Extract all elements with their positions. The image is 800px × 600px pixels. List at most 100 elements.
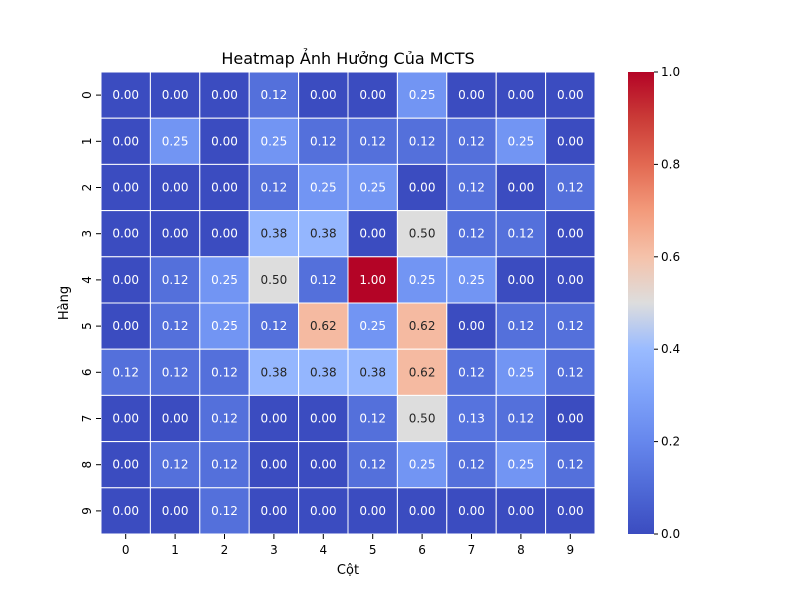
heatmap-cell (298, 487, 349, 535)
heatmap-cell (446, 71, 497, 119)
cell-value-label: 0.12 (359, 458, 386, 472)
cell-value-label: 0.00 (261, 458, 288, 472)
heatmap-cell (545, 441, 596, 489)
cell-value-label: 0.25 (409, 88, 436, 102)
heatmap-cell (495, 441, 547, 489)
cell-value-label: 0.25 (508, 134, 535, 148)
heatmap-cell (495, 256, 547, 304)
cell-value-label: 0.00 (458, 88, 485, 102)
heatmap-cell (347, 302, 398, 350)
x-tick-label: 3 (270, 543, 278, 557)
cell-value-label: 0.00 (211, 181, 238, 195)
heatmap-cell (446, 394, 497, 443)
cell-value-label: 0.00 (112, 227, 139, 241)
cell-value-label: 0.00 (557, 88, 584, 102)
y-tick-label: 3 (80, 230, 94, 238)
cell-value-label: 0.25 (508, 458, 535, 472)
heatmap-cell (446, 348, 497, 396)
heatmap-cell (396, 394, 448, 443)
heatmap-cell (545, 163, 596, 212)
cell-value-label: 0.25 (162, 134, 189, 148)
y-tick-label: 9 (80, 507, 94, 515)
y-axis-label: Hàng (57, 286, 72, 320)
cell-value-label: 0.00 (112, 88, 139, 102)
cell-value-label: 0.00 (508, 181, 535, 195)
heatmap-cell (545, 487, 596, 535)
heatmap-cell (199, 71, 250, 119)
cell-value-label: 0.25 (458, 273, 485, 287)
cell-value-label: 0.12 (310, 134, 337, 148)
cell-value-label: 0.25 (409, 458, 436, 472)
cell-value-label: 0.25 (508, 365, 535, 379)
colorbar-tick-label: 0.4 (661, 342, 680, 356)
y-tick-label: 7 (80, 415, 94, 423)
cell-value-label: 0.00 (112, 181, 139, 195)
cell-value-label: 0.62 (310, 319, 337, 333)
heatmap-cell (495, 348, 547, 396)
cell-value-label: 0.25 (359, 181, 386, 195)
cell-value-label: 0.12 (162, 319, 189, 333)
heatmap-cell (100, 163, 151, 212)
cell-value-label: 0.12 (162, 458, 189, 472)
heatmap-cell (396, 348, 448, 396)
heatmap-cell (248, 117, 300, 165)
heatmap-cell (347, 394, 398, 443)
heatmap-cell (446, 441, 497, 489)
cell-value-label: 0.12 (458, 365, 485, 379)
cell-value-label: 0.00 (211, 227, 238, 241)
cell-value-label: 0.25 (310, 181, 337, 195)
chart-title: Heatmap Ảnh Hưởng Của MCTS (221, 48, 474, 68)
heatmap-cell (248, 302, 300, 350)
cell-value-label: 0.00 (458, 319, 485, 333)
heatmap-cell (396, 256, 448, 304)
cell-value-label: 0.25 (359, 319, 386, 333)
cell-value-label: 0.50 (261, 273, 288, 287)
cell-value-label: 0.00 (508, 504, 535, 518)
heatmap-cell (396, 117, 448, 165)
cell-value-label: 0.00 (211, 134, 238, 148)
colorbar-ticks: 0.0 0.2 0.4 0.6 0.8 1.0 (654, 65, 680, 541)
heatmap-cell (545, 256, 596, 304)
cell-value-label: 0.00 (162, 181, 189, 195)
cell-value-label: 0.38 (261, 365, 288, 379)
cell-value-label: 0.12 (458, 134, 485, 148)
heatmap-cell (545, 117, 596, 165)
cell-value-label: 0.12 (261, 319, 288, 333)
cell-value-label: 0.38 (310, 227, 337, 241)
heatmap-cell (396, 163, 448, 212)
x-tick-label: 1 (171, 543, 179, 557)
cell-value-label: 0.50 (409, 227, 436, 241)
x-axis-label: Cột (337, 563, 359, 578)
heatmap-cell (347, 71, 398, 119)
heatmap-cell (199, 163, 250, 212)
y-tick-label: 5 (80, 322, 94, 330)
heatmap-cell (545, 210, 596, 258)
heatmap-cell (545, 394, 596, 443)
heatmap-cell (100, 210, 151, 258)
heatmap-cell (199, 302, 250, 350)
cell-value-label: 0.12 (112, 365, 139, 379)
cell-value-label: 0.00 (310, 412, 337, 426)
heatmap-cell (298, 302, 349, 350)
cell-value-label: 0.12 (508, 319, 535, 333)
cell-value-label: 0.00 (359, 227, 386, 241)
heatmap-cell (495, 487, 547, 535)
cell-value-label: 0.12 (409, 134, 436, 148)
heatmap-cell (149, 394, 201, 443)
heatmap-cell (199, 441, 250, 489)
heatmap-cell (347, 256, 398, 304)
heatmap-cell (495, 394, 547, 443)
heatmap-cell (495, 210, 547, 258)
heatmap-cell (149, 71, 201, 119)
cell-value-label: 0.62 (409, 319, 436, 333)
heatmap-cell (545, 71, 596, 119)
x-tick-label: 5 (369, 543, 377, 557)
cell-value-label: 0.00 (508, 273, 535, 287)
x-tick-label: 0 (122, 543, 130, 557)
heatmap-cell (248, 394, 300, 443)
heatmap-cell (347, 117, 398, 165)
heatmap-cell (100, 348, 151, 396)
y-tick-label: 8 (80, 461, 94, 469)
cell-value-label: 0.00 (557, 412, 584, 426)
cell-value-label: 1.00 (359, 273, 386, 287)
